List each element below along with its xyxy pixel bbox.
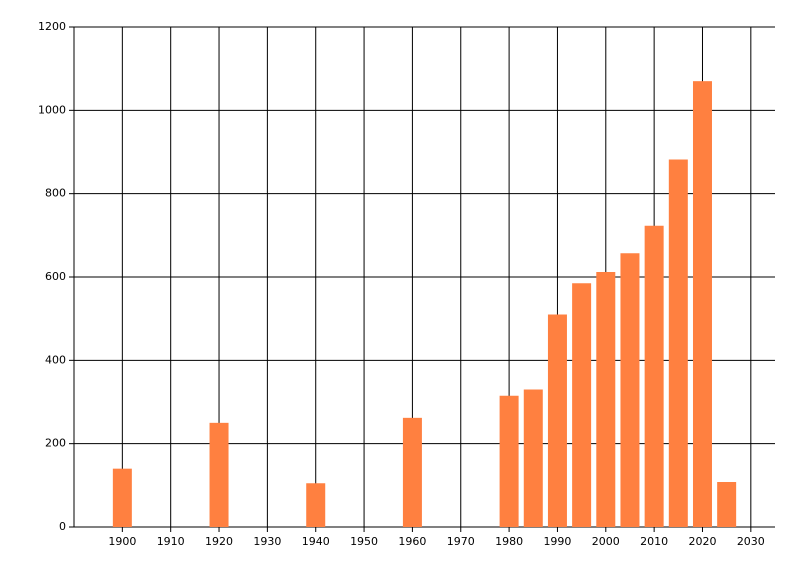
bar <box>523 389 543 527</box>
bar <box>572 283 592 527</box>
y-tick-label: 200 <box>45 437 66 450</box>
x-tick-label: 1910 <box>157 535 185 548</box>
x-tick-label: 1970 <box>447 535 475 548</box>
bar <box>547 314 567 527</box>
bar <box>112 468 132 527</box>
y-tick-label: 1200 <box>38 20 66 33</box>
x-tick-label: 2020 <box>688 535 716 548</box>
y-tick-label: 1000 <box>38 103 66 116</box>
bar <box>499 395 519 527</box>
x-tick-label: 1940 <box>302 535 330 548</box>
x-tick-label: 1950 <box>350 535 378 548</box>
y-tick-label: 400 <box>45 353 66 366</box>
bar <box>209 422 229 527</box>
y-tick-label: 800 <box>45 187 66 200</box>
x-tick-label: 1900 <box>108 535 136 548</box>
bar <box>717 482 737 527</box>
x-tick-label: 2000 <box>592 535 620 548</box>
x-tick-label: 1960 <box>398 535 426 548</box>
bar <box>668 159 688 527</box>
bar <box>596 272 616 527</box>
x-tick-label: 1930 <box>253 535 281 548</box>
x-tick-label: 1990 <box>543 535 571 548</box>
bar <box>306 483 326 527</box>
bar <box>692 81 712 528</box>
x-tick-label: 2030 <box>737 535 765 548</box>
x-tick-label: 1920 <box>205 535 233 548</box>
bar <box>620 253 640 527</box>
bar <box>402 417 422 527</box>
y-tick-label: 600 <box>45 270 66 283</box>
x-tick-label: 1980 <box>495 535 523 548</box>
bar <box>644 225 664 527</box>
x-tick-label: 2010 <box>640 535 668 548</box>
y-tick-label: 0 <box>59 520 66 533</box>
